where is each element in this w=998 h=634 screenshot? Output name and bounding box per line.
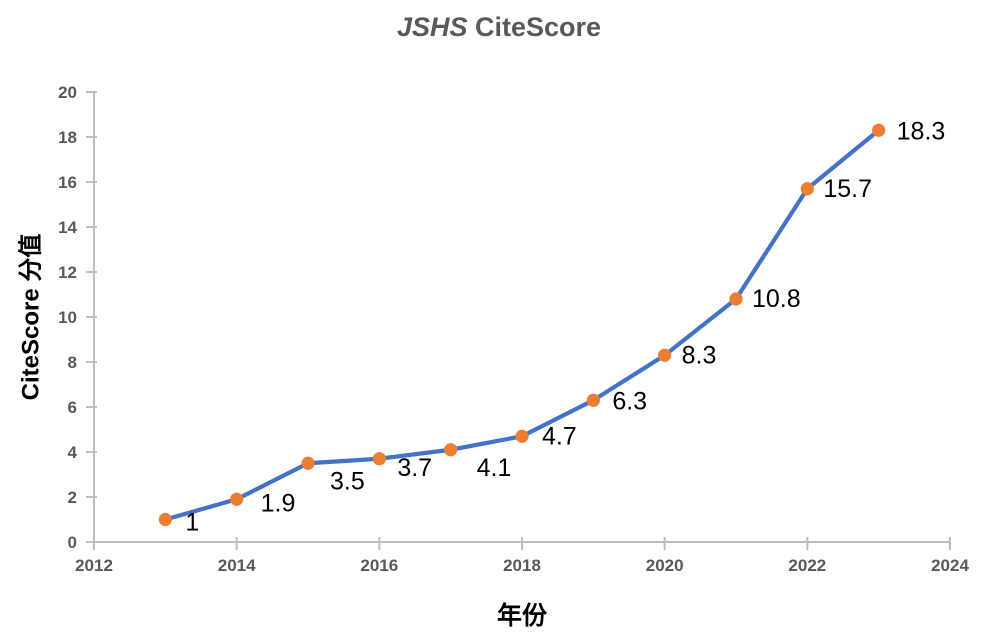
- data-label: 18.3: [897, 117, 946, 145]
- x-tick-label: 2024: [931, 556, 969, 575]
- data-point-marker: [230, 492, 244, 506]
- data-label: 1: [185, 509, 199, 537]
- y-tick-label: 14: [58, 218, 77, 237]
- y-tick-label: 20: [58, 83, 77, 102]
- data-point-marker: [444, 443, 458, 457]
- y-tick-label: 6: [68, 398, 77, 417]
- data-label: 3.7: [397, 454, 432, 482]
- x-tick-label: 2020: [646, 556, 684, 575]
- y-tick-label: 8: [68, 353, 77, 372]
- y-tick-label: 18: [58, 128, 77, 147]
- data-point-marker: [658, 348, 672, 362]
- data-point-marker: [586, 393, 600, 407]
- y-tick-label: 0: [68, 533, 77, 552]
- x-axis-title: 年份: [496, 602, 547, 630]
- x-tick-label: 2014: [218, 556, 256, 575]
- data-point-marker: [515, 429, 529, 443]
- data-label: 10.8: [752, 285, 801, 313]
- chart-title: JSHS CiteScore: [0, 12, 998, 43]
- chart-title-journal: JSHS: [396, 12, 468, 42]
- data-point-marker: [372, 452, 386, 466]
- x-tick-label: 2012: [75, 556, 113, 575]
- y-tick-label: 4: [68, 443, 78, 462]
- data-point-marker: [301, 456, 315, 470]
- y-axis-title: CiteScore 分值: [17, 233, 45, 401]
- data-point-marker: [729, 292, 743, 306]
- data-label: 8.3: [682, 341, 717, 369]
- data-label: 3.5: [330, 467, 365, 495]
- x-tick-label: 2018: [503, 556, 541, 575]
- y-tick-label: 10: [58, 308, 77, 327]
- data-point-marker: [800, 182, 814, 196]
- y-tick-label: 16: [58, 173, 77, 192]
- data-label: 4.7: [542, 422, 577, 450]
- y-tick-label: 12: [58, 263, 77, 282]
- x-tick-label: 2022: [788, 556, 826, 575]
- series-line: [163, 128, 881, 522]
- data-point-marker: [872, 123, 886, 137]
- x-tick-label: 2016: [360, 556, 398, 575]
- y-tick-label: 2: [68, 488, 77, 507]
- chart-title-rest: CiteScore: [467, 12, 602, 42]
- data-label: 15.7: [823, 175, 872, 203]
- data-point-marker: [158, 512, 172, 527]
- data-label: 1.9: [261, 489, 296, 517]
- data-label: 4.1: [477, 454, 512, 482]
- data-label: 6.3: [612, 387, 647, 415]
